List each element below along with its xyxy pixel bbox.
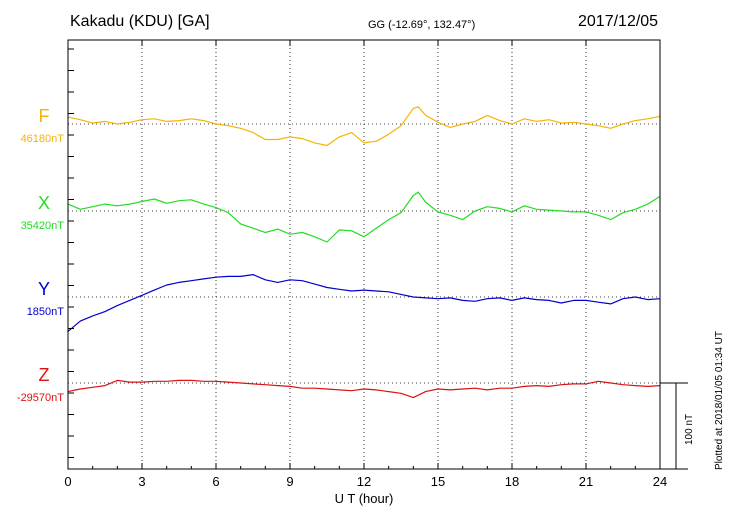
series-line-x: [67, 191, 661, 243]
x-tick-label: 15: [431, 474, 445, 489]
station-coordinates: GG (-12.69°, 132.47°): [368, 19, 475, 31]
series-layer: [67, 106, 661, 399]
series-line-f: [67, 106, 661, 147]
x-tick-label: 24: [653, 474, 667, 489]
series-line-y: [67, 274, 661, 332]
x-tick-label: 9: [286, 474, 293, 489]
component-letter-x: X: [38, 193, 50, 213]
baseline-value-x: 35420nT: [21, 220, 65, 232]
scale-bar: 100 nT: [660, 382, 695, 470]
component-letter-z: Z: [39, 365, 50, 385]
component-letter-y: Y: [38, 279, 50, 299]
component-labels: F 46180nT X 35420nT Y 1850nT Z -29570nT: [17, 106, 64, 404]
baseline-value-f: 46180nT: [21, 133, 65, 145]
x-tick-label: 3: [138, 474, 145, 489]
series-line-z: [67, 379, 661, 399]
plot-frame: [67, 39, 661, 470]
station-title: Kakadu (KDU) [GA]: [70, 13, 210, 30]
x-tick-label: 18: [505, 474, 519, 489]
x-tick-label: 0: [64, 474, 71, 489]
plot-date: 2017/12/05: [578, 13, 658, 30]
plotted-at-note: Plotted at 2018/01/05 01:34 UT: [714, 331, 725, 470]
x-tick-label: 6: [212, 474, 219, 489]
x-tick-label: 12: [357, 474, 371, 489]
axis-layer: 0 3 6 9 12 15 18 21 24: [64, 40, 667, 489]
baseline-value-y: 1850nT: [27, 306, 65, 318]
baseline-value-z: -29570nT: [17, 392, 64, 404]
scale-bar-label: 100 nT: [684, 414, 695, 445]
x-tick-label: 21: [579, 474, 593, 489]
grid-lines: [141, 40, 587, 469]
x-axis-title: U T (hour): [335, 491, 394, 506]
component-letter-f: F: [39, 106, 50, 126]
